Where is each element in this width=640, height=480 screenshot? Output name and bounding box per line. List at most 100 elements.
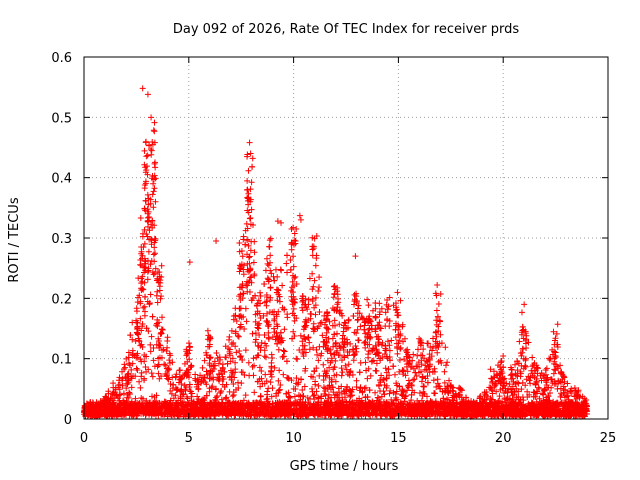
data-point xyxy=(306,275,313,282)
data-point xyxy=(199,364,206,371)
data-point xyxy=(281,326,288,333)
data-point xyxy=(457,410,464,417)
data-point xyxy=(239,369,246,376)
data-point xyxy=(335,404,342,411)
data-point xyxy=(527,380,534,387)
data-point xyxy=(342,390,349,397)
data-point xyxy=(345,361,352,368)
data-point xyxy=(228,341,235,348)
data-points xyxy=(81,85,591,420)
data-point xyxy=(560,372,567,379)
data-point xyxy=(284,311,291,318)
data-point xyxy=(356,310,363,317)
data-point xyxy=(376,311,383,318)
data-point xyxy=(432,399,439,406)
data-point xyxy=(409,387,416,394)
data-point xyxy=(336,307,343,314)
data-point xyxy=(208,384,215,391)
data-point xyxy=(258,339,265,346)
data-point xyxy=(538,369,545,376)
data-point xyxy=(367,372,374,379)
data-point xyxy=(338,383,345,390)
data-point xyxy=(290,328,297,335)
data-point xyxy=(154,288,161,295)
data-point xyxy=(534,401,541,408)
data-point xyxy=(148,370,155,377)
data-point xyxy=(284,269,291,276)
data-point xyxy=(332,322,339,329)
data-point xyxy=(138,327,145,334)
data-point xyxy=(245,359,252,366)
data-point xyxy=(192,375,199,382)
data-point xyxy=(558,369,565,376)
data-point xyxy=(364,394,371,401)
data-point xyxy=(250,355,257,362)
data-point xyxy=(251,249,258,256)
data-point xyxy=(494,412,501,419)
data-point xyxy=(126,362,133,369)
data-point xyxy=(529,363,536,370)
data-point xyxy=(418,397,425,404)
data-point xyxy=(534,411,541,418)
data-point xyxy=(376,406,383,413)
data-point xyxy=(548,376,555,383)
data-point xyxy=(307,315,314,322)
data-point xyxy=(289,400,296,407)
data-point xyxy=(391,409,398,416)
data-point xyxy=(230,316,237,323)
data-point xyxy=(462,394,469,401)
data-point xyxy=(529,354,536,361)
data-point xyxy=(312,378,319,385)
data-point xyxy=(547,355,554,362)
data-point xyxy=(421,390,428,397)
data-point xyxy=(323,401,330,408)
data-point xyxy=(166,350,173,357)
data-point xyxy=(314,351,321,358)
data-point xyxy=(431,390,438,397)
data-point xyxy=(372,367,379,374)
data-point xyxy=(172,392,179,399)
data-point xyxy=(264,391,271,398)
data-point xyxy=(237,402,244,409)
data-point xyxy=(128,384,135,391)
data-point xyxy=(251,362,258,369)
data-point xyxy=(164,413,171,420)
data-point xyxy=(269,385,276,392)
data-point xyxy=(295,379,302,386)
data-point xyxy=(395,409,402,416)
data-point xyxy=(276,367,283,374)
data-point xyxy=(181,372,188,379)
data-point xyxy=(238,380,245,387)
data-point xyxy=(280,371,287,378)
data-point xyxy=(370,409,377,416)
data-point xyxy=(437,331,444,338)
data-point xyxy=(306,346,313,353)
data-point xyxy=(159,347,166,354)
data-point xyxy=(167,387,174,394)
data-point xyxy=(291,393,298,400)
data-point xyxy=(476,395,483,402)
data-point xyxy=(318,319,325,326)
data-point xyxy=(179,391,186,398)
data-point xyxy=(312,294,319,301)
data-point xyxy=(320,384,327,391)
data-point xyxy=(134,367,141,374)
data-point xyxy=(346,399,353,406)
grid-lines xyxy=(84,57,608,419)
data-point xyxy=(441,368,448,375)
data-point xyxy=(310,344,317,351)
data-point xyxy=(359,400,366,407)
data-point xyxy=(268,270,275,277)
data-point xyxy=(546,356,553,363)
data-point xyxy=(515,388,522,395)
data-point xyxy=(222,354,229,361)
data-point xyxy=(502,399,509,406)
data-point xyxy=(315,357,322,364)
data-point xyxy=(433,384,440,391)
data-point xyxy=(390,363,397,370)
data-point xyxy=(245,399,252,406)
data-point xyxy=(267,252,274,259)
data-point xyxy=(200,396,207,403)
data-point xyxy=(123,355,130,362)
